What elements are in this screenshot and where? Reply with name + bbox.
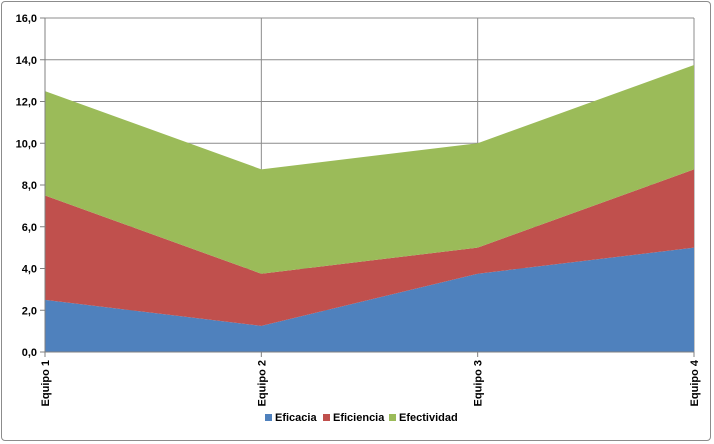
legend-label-efectividad: Efectividad [399,412,458,424]
area-efectividad [45,64,694,274]
y-tick-label: 2,0 [22,305,37,317]
legend-swatch-eficacia [265,414,272,421]
legend-swatch-efectividad [389,414,396,421]
legend-swatch-eficiencia [323,414,330,421]
y-tick-label: 14,0 [16,55,37,67]
series-areas [45,64,694,352]
y-tick-label: 6,0 [22,222,37,234]
legend: Eficacia Eficiencia Efectividad [265,412,458,424]
legend-label-eficacia: Eficacia [275,412,317,424]
area-eficiencia [45,169,694,326]
y-axis-ticks: 0,0 2,0 4,0 6,0 8,0 10,0 12,0 14,0 16,0 [16,13,45,359]
x-axis-ticks: Equipo 1 Equipo 2 Equipo 3 Equipo 4 [40,352,701,406]
x-tick-label: Equipo 4 [689,359,701,406]
x-tick-label: Equipo 2 [256,360,268,406]
x-tick-label: Equipo 3 [473,360,485,406]
y-tick-label: 0,0 [22,347,37,359]
y-tick-label: 16,0 [16,13,37,25]
y-tick-label: 12,0 [16,97,37,109]
y-tick-label: 4,0 [22,264,37,276]
x-tick-label: Equipo 1 [40,360,52,406]
y-tick-label: 8,0 [22,180,37,192]
legend-label-eficiencia: Eficiencia [333,412,385,424]
y-tick-label: 10,0 [16,138,37,150]
